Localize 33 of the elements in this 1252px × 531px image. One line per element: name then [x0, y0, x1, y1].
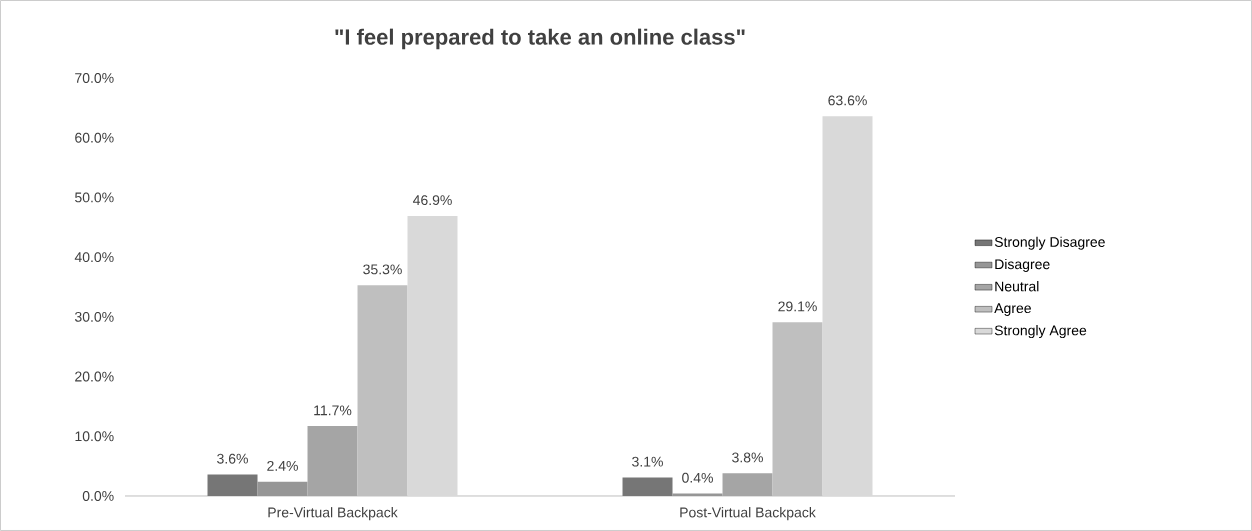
y-tick-label: 40.0% [74, 252, 114, 263]
data-label: 11.7% [314, 405, 352, 416]
x-tick-label: Pre-Virtual Backpack [268, 507, 398, 521]
data-label: 2.4% [267, 460, 298, 471]
legend-label: Disagree [995, 258, 1050, 272]
data-label: 63.6% [828, 95, 867, 106]
legend-label: Strongly Disagree [994, 236, 1105, 250]
y-tick-label: 20.0% [75, 371, 114, 382]
bar [207, 474, 258, 496]
bar [407, 215, 458, 496]
data-label: 29.1% [778, 301, 817, 312]
y-tick-label: 10.0% [75, 431, 114, 442]
bar [722, 473, 773, 496]
x-tick-label: Post-Virtual Backpack [680, 507, 816, 521]
data-label: 0.4% [682, 472, 713, 483]
bar [622, 477, 673, 496]
bar [822, 116, 873, 496]
data-label: 35.3% [363, 264, 402, 275]
y-tick-label: 30.0% [74, 311, 114, 322]
data-label: 3.1% [632, 456, 663, 467]
legend-label: Neutral [995, 281, 1039, 292]
bar [257, 481, 308, 496]
bar [307, 426, 358, 496]
legend-label: Agree [994, 303, 1031, 316]
data-label: 3.8% [732, 452, 763, 463]
y-tick-label: 50.0% [75, 192, 114, 203]
y-tick-label: 60.0% [75, 132, 114, 143]
data-label: 46.9% [412, 195, 452, 206]
legend-label: Strongly Agree [994, 325, 1087, 339]
y-tick-label: 0.0% [82, 491, 114, 501]
data-label: 3.6% [217, 453, 248, 464]
chart-title: "I feel prepared to take an online class" [335, 28, 745, 50]
y-tick-label: 70.0% [75, 73, 114, 83]
